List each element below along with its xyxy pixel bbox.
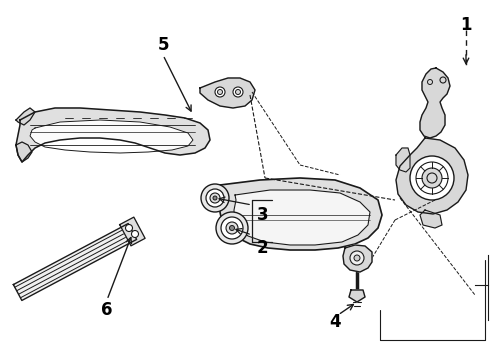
Circle shape	[131, 230, 139, 238]
Polygon shape	[16, 108, 210, 162]
Polygon shape	[420, 210, 442, 228]
Circle shape	[216, 212, 248, 244]
Text: 2: 2	[257, 239, 269, 257]
Polygon shape	[349, 290, 365, 302]
Polygon shape	[396, 148, 410, 172]
Circle shape	[206, 189, 224, 207]
Circle shape	[440, 77, 446, 83]
Polygon shape	[13, 224, 137, 301]
Circle shape	[422, 168, 442, 188]
Polygon shape	[16, 108, 35, 125]
Circle shape	[125, 225, 132, 231]
Circle shape	[354, 255, 360, 261]
Polygon shape	[343, 245, 372, 272]
Circle shape	[221, 217, 243, 239]
Polygon shape	[396, 138, 468, 214]
Text: 3: 3	[257, 206, 269, 224]
Circle shape	[229, 225, 235, 230]
Circle shape	[215, 87, 225, 97]
Polygon shape	[200, 78, 255, 108]
Text: 4: 4	[329, 313, 341, 331]
Circle shape	[213, 196, 217, 200]
Polygon shape	[16, 142, 32, 162]
Polygon shape	[220, 178, 382, 250]
Circle shape	[233, 87, 243, 97]
Polygon shape	[420, 68, 450, 138]
Circle shape	[226, 222, 238, 234]
Polygon shape	[30, 120, 193, 153]
Circle shape	[410, 156, 454, 200]
Text: 1: 1	[460, 16, 472, 34]
Text: 6: 6	[101, 301, 113, 319]
Polygon shape	[120, 217, 145, 246]
Text: 5: 5	[157, 36, 169, 54]
Circle shape	[350, 251, 364, 265]
Circle shape	[236, 90, 241, 95]
Circle shape	[218, 90, 222, 95]
Circle shape	[210, 193, 220, 203]
Circle shape	[201, 184, 229, 212]
Polygon shape	[234, 190, 370, 245]
